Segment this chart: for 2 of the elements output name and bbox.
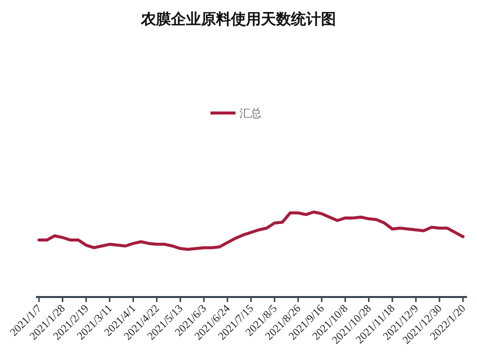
legend-label: 汇总 <box>240 107 262 120</box>
chart-title: 农膜企业原料使用天数统计图 <box>140 10 336 28</box>
